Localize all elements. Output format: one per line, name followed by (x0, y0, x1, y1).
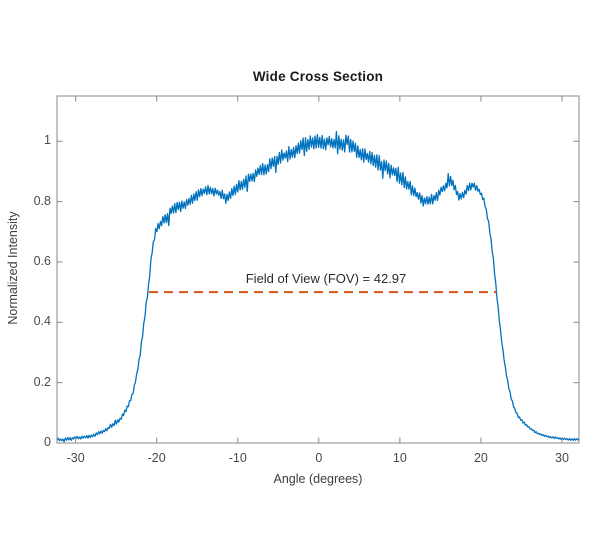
x-tick-label: 30 (555, 451, 569, 465)
fov-annotation: Field of View (FOV) = 42.97 (245, 271, 407, 286)
y-tick-label: 0.6 (33, 253, 51, 268)
x-axis-label: Angle (degrees) (273, 472, 363, 486)
chart-title: Wide Cross Section (252, 69, 384, 84)
x-tick-label: -20 (147, 451, 166, 465)
y-tick-label: 0.2 (33, 374, 51, 389)
x-tick-label: 10 (392, 451, 407, 465)
y-tick-label: 0.4 (33, 314, 51, 329)
x-tick-label: -30 (66, 451, 85, 465)
y-tick-label: 1 (44, 133, 51, 148)
y-tick-label: 0.8 (33, 193, 51, 208)
y-tick-label: 0 (44, 435, 51, 449)
x-tick-label: -10 (228, 451, 247, 465)
x-tick-label: 0 (315, 451, 323, 465)
intensity-curve (56, 131, 580, 443)
x-tick-label: 20 (473, 451, 488, 465)
y-axis-label: Normalized Intensity (6, 211, 20, 325)
axes-box (56, 95, 580, 444)
